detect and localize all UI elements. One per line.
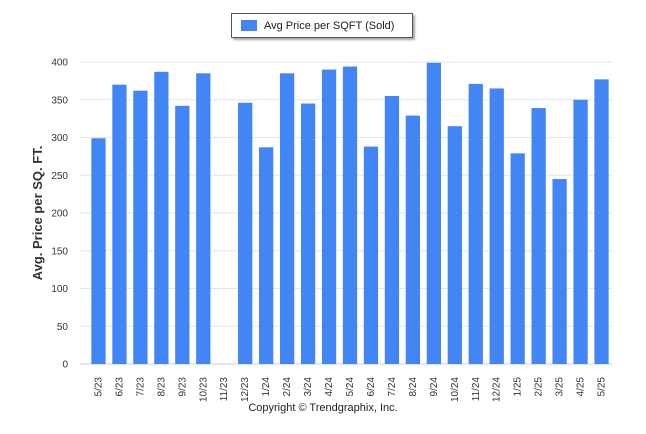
bar-11-24[interactable] [468, 83, 483, 365]
y-tick-label: 350 [51, 95, 68, 106]
x-tick-label: 11/24 [471, 377, 482, 402]
y-axis-label: Avg. Price per SQ. FT. [30, 146, 45, 281]
x-tick-label: 6/24 [366, 377, 377, 397]
x-tick-label: 7/24 [387, 377, 398, 397]
x-tick-label: 5/24 [345, 377, 356, 397]
y-tick-label: 400 [51, 58, 68, 69]
x-tick-label: 3/24 [303, 377, 314, 397]
bar-1-24[interactable] [259, 147, 274, 364]
y-tick-label: 150 [51, 246, 68, 257]
x-tick-label: 7/23 [135, 377, 146, 397]
bar-5-23[interactable] [91, 138, 106, 364]
y-tick-label: 250 [51, 171, 68, 182]
bar-7-24[interactable] [384, 95, 400, 364]
bar-1-25[interactable] [510, 153, 525, 364]
y-tick-label: 100 [51, 284, 68, 295]
x-tick-label: 2/24 [282, 377, 293, 397]
x-tick-label: 3/25 [555, 377, 566, 397]
legend[interactable]: Avg Price per SQFT (Sold) [231, 13, 413, 38]
bar-8-24[interactable] [405, 115, 421, 364]
y-tick-label: 200 [51, 209, 68, 220]
bar-4-25[interactable] [573, 99, 588, 364]
bar-7-23[interactable] [133, 90, 148, 364]
x-tick-label: 11/23 [219, 377, 230, 402]
y-tick-labels: 0 50 100 150 200 250 300 350 400 [51, 58, 68, 371]
bar-2-24[interactable] [279, 73, 295, 364]
x-tick-label: 5/23 [93, 377, 104, 397]
bar-3-24[interactable] [300, 103, 316, 365]
bar-6-23[interactable] [112, 84, 127, 365]
x-tick-label: 5/25 [597, 377, 608, 397]
x-tick-label: 8/23 [156, 377, 167, 397]
y-tick-label: 50 [57, 322, 69, 333]
legend-label: Avg Price per SQFT (Sold) [264, 19, 395, 32]
bar-5-25[interactable] [594, 79, 609, 365]
x-tick-label: 12/23 [240, 377, 251, 402]
legend-swatch [241, 20, 257, 31]
x-tick-label: 6/23 [114, 377, 125, 397]
bar-9-23[interactable] [175, 105, 190, 364]
x-tick-label: 10/24 [450, 377, 461, 402]
bar-12-23[interactable] [238, 102, 253, 365]
x-tick-label: 2/25 [534, 377, 545, 397]
y-tick-label: 0 [62, 360, 68, 371]
bar-10-23[interactable] [196, 73, 211, 364]
x-tick-label: 8/24 [408, 377, 419, 397]
x-tick-label: 9/24 [429, 377, 440, 397]
bar-3-25[interactable] [552, 179, 567, 364]
x-tick-labels: 5/23 6/23 7/23 8/23 9/23 10/23 11/23 12/23 1/24 2… [93, 377, 607, 402]
bar-10-24[interactable] [447, 126, 462, 364]
x-tick-label: 10/23 [198, 377, 209, 402]
y-tick-label: 300 [51, 133, 68, 144]
x-tick-label: 4/24 [324, 377, 335, 397]
bar-6-24[interactable] [363, 146, 379, 364]
bar-8-23[interactable] [154, 71, 169, 364]
bar-12-24[interactable] [489, 88, 504, 365]
x-tick-label: 1/25 [513, 377, 524, 397]
copyright-text: Copyright © Trendgraphix, Inc. [248, 402, 398, 414]
bar-5-24[interactable] [342, 66, 358, 364]
bar-9-24[interactable] [426, 62, 441, 364]
bar-4-24[interactable] [321, 69, 337, 365]
x-tick-label: 9/23 [177, 377, 188, 397]
x-tick-label: 12/24 [492, 377, 503, 402]
bars [91, 62, 609, 365]
x-tick-label: 1/24 [261, 377, 272, 397]
x-tick-label: 4/25 [576, 377, 587, 397]
bar-2-25[interactable] [531, 108, 546, 365]
